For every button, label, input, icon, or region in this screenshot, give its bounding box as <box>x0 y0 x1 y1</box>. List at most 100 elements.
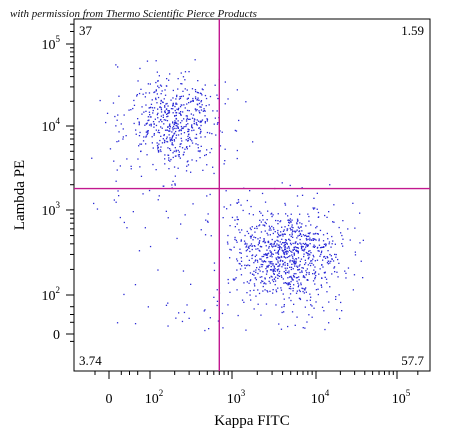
data-point <box>168 130 170 132</box>
data-point <box>284 244 286 246</box>
data-point <box>174 109 176 112</box>
data-point <box>204 84 206 86</box>
data-point <box>174 184 176 186</box>
data-point <box>239 263 241 265</box>
data-point <box>164 110 166 112</box>
data-point <box>185 115 187 117</box>
data-point <box>273 228 275 231</box>
data-point <box>289 184 291 187</box>
data-point <box>319 255 321 257</box>
data-point <box>312 238 314 240</box>
data-point <box>285 213 287 215</box>
data-point <box>175 98 177 100</box>
data-point <box>194 96 197 98</box>
data-point <box>156 114 158 116</box>
data-point <box>229 204 232 206</box>
data-point <box>199 120 202 122</box>
data-point <box>278 323 280 325</box>
data-point <box>248 264 251 267</box>
data-point <box>253 262 255 264</box>
data-point <box>159 119 162 121</box>
data-point <box>313 273 316 275</box>
data-point <box>241 299 244 301</box>
data-point <box>258 268 260 271</box>
data-point <box>297 257 300 259</box>
data-point <box>199 121 201 123</box>
data-point <box>201 104 203 106</box>
data-point <box>331 258 333 260</box>
data-point <box>317 293 319 296</box>
data-point <box>311 316 313 318</box>
data-point <box>141 113 143 115</box>
data-point <box>297 269 299 271</box>
data-point <box>330 260 332 262</box>
data-point <box>239 252 241 254</box>
data-point <box>165 103 167 105</box>
data-point <box>297 251 299 253</box>
data-point <box>117 190 119 192</box>
data-point <box>304 288 306 290</box>
data-point <box>164 158 166 160</box>
data-point <box>272 271 274 273</box>
data-point <box>166 120 169 122</box>
data-point <box>284 246 286 248</box>
data-point <box>162 101 164 104</box>
data-point <box>229 257 231 259</box>
data-point <box>297 219 299 222</box>
data-point <box>267 266 269 268</box>
data-point <box>186 148 188 150</box>
data-point <box>157 269 159 271</box>
data-point <box>286 242 288 244</box>
data-point <box>252 214 254 216</box>
data-point <box>241 265 243 267</box>
data-point <box>209 151 211 154</box>
quadrant-lower-left-label: 3.74 <box>79 353 102 368</box>
data-point <box>116 119 118 121</box>
data-point <box>160 107 162 109</box>
data-point <box>204 115 206 117</box>
data-point <box>118 95 120 97</box>
data-point <box>253 270 255 272</box>
data-point <box>237 199 240 201</box>
data-point <box>160 100 162 102</box>
data-point <box>192 114 195 116</box>
data-point <box>260 212 262 214</box>
data-point <box>280 247 283 249</box>
data-point <box>259 276 261 278</box>
data-point <box>204 110 206 112</box>
data-point <box>184 148 186 150</box>
data-point <box>185 146 188 148</box>
data-point <box>324 328 326 331</box>
data-point <box>336 271 338 273</box>
data-point <box>266 290 268 292</box>
data-point <box>330 255 332 257</box>
data-point <box>139 166 141 168</box>
data-point <box>283 250 285 252</box>
data-point <box>204 94 207 97</box>
data-point <box>215 134 217 136</box>
data-point <box>354 227 356 229</box>
data-point <box>332 240 334 242</box>
data-point <box>291 278 293 280</box>
data-point <box>324 272 326 274</box>
data-point <box>122 138 124 140</box>
data-point <box>307 254 309 256</box>
data-point <box>188 71 190 73</box>
data-point <box>291 234 293 236</box>
data-point <box>163 139 166 141</box>
data-point <box>327 263 330 265</box>
data-point <box>240 257 242 259</box>
data-point <box>174 105 176 108</box>
data-point <box>259 250 261 252</box>
data-point <box>234 129 236 132</box>
data-point <box>254 237 257 239</box>
data-point <box>171 131 173 133</box>
data-point <box>299 260 301 263</box>
data-point <box>181 147 184 149</box>
data-point <box>192 97 194 100</box>
data-point <box>238 201 240 203</box>
data-point <box>146 154 148 156</box>
data-point <box>296 280 298 282</box>
data-point <box>157 85 159 87</box>
data-point <box>267 265 269 267</box>
